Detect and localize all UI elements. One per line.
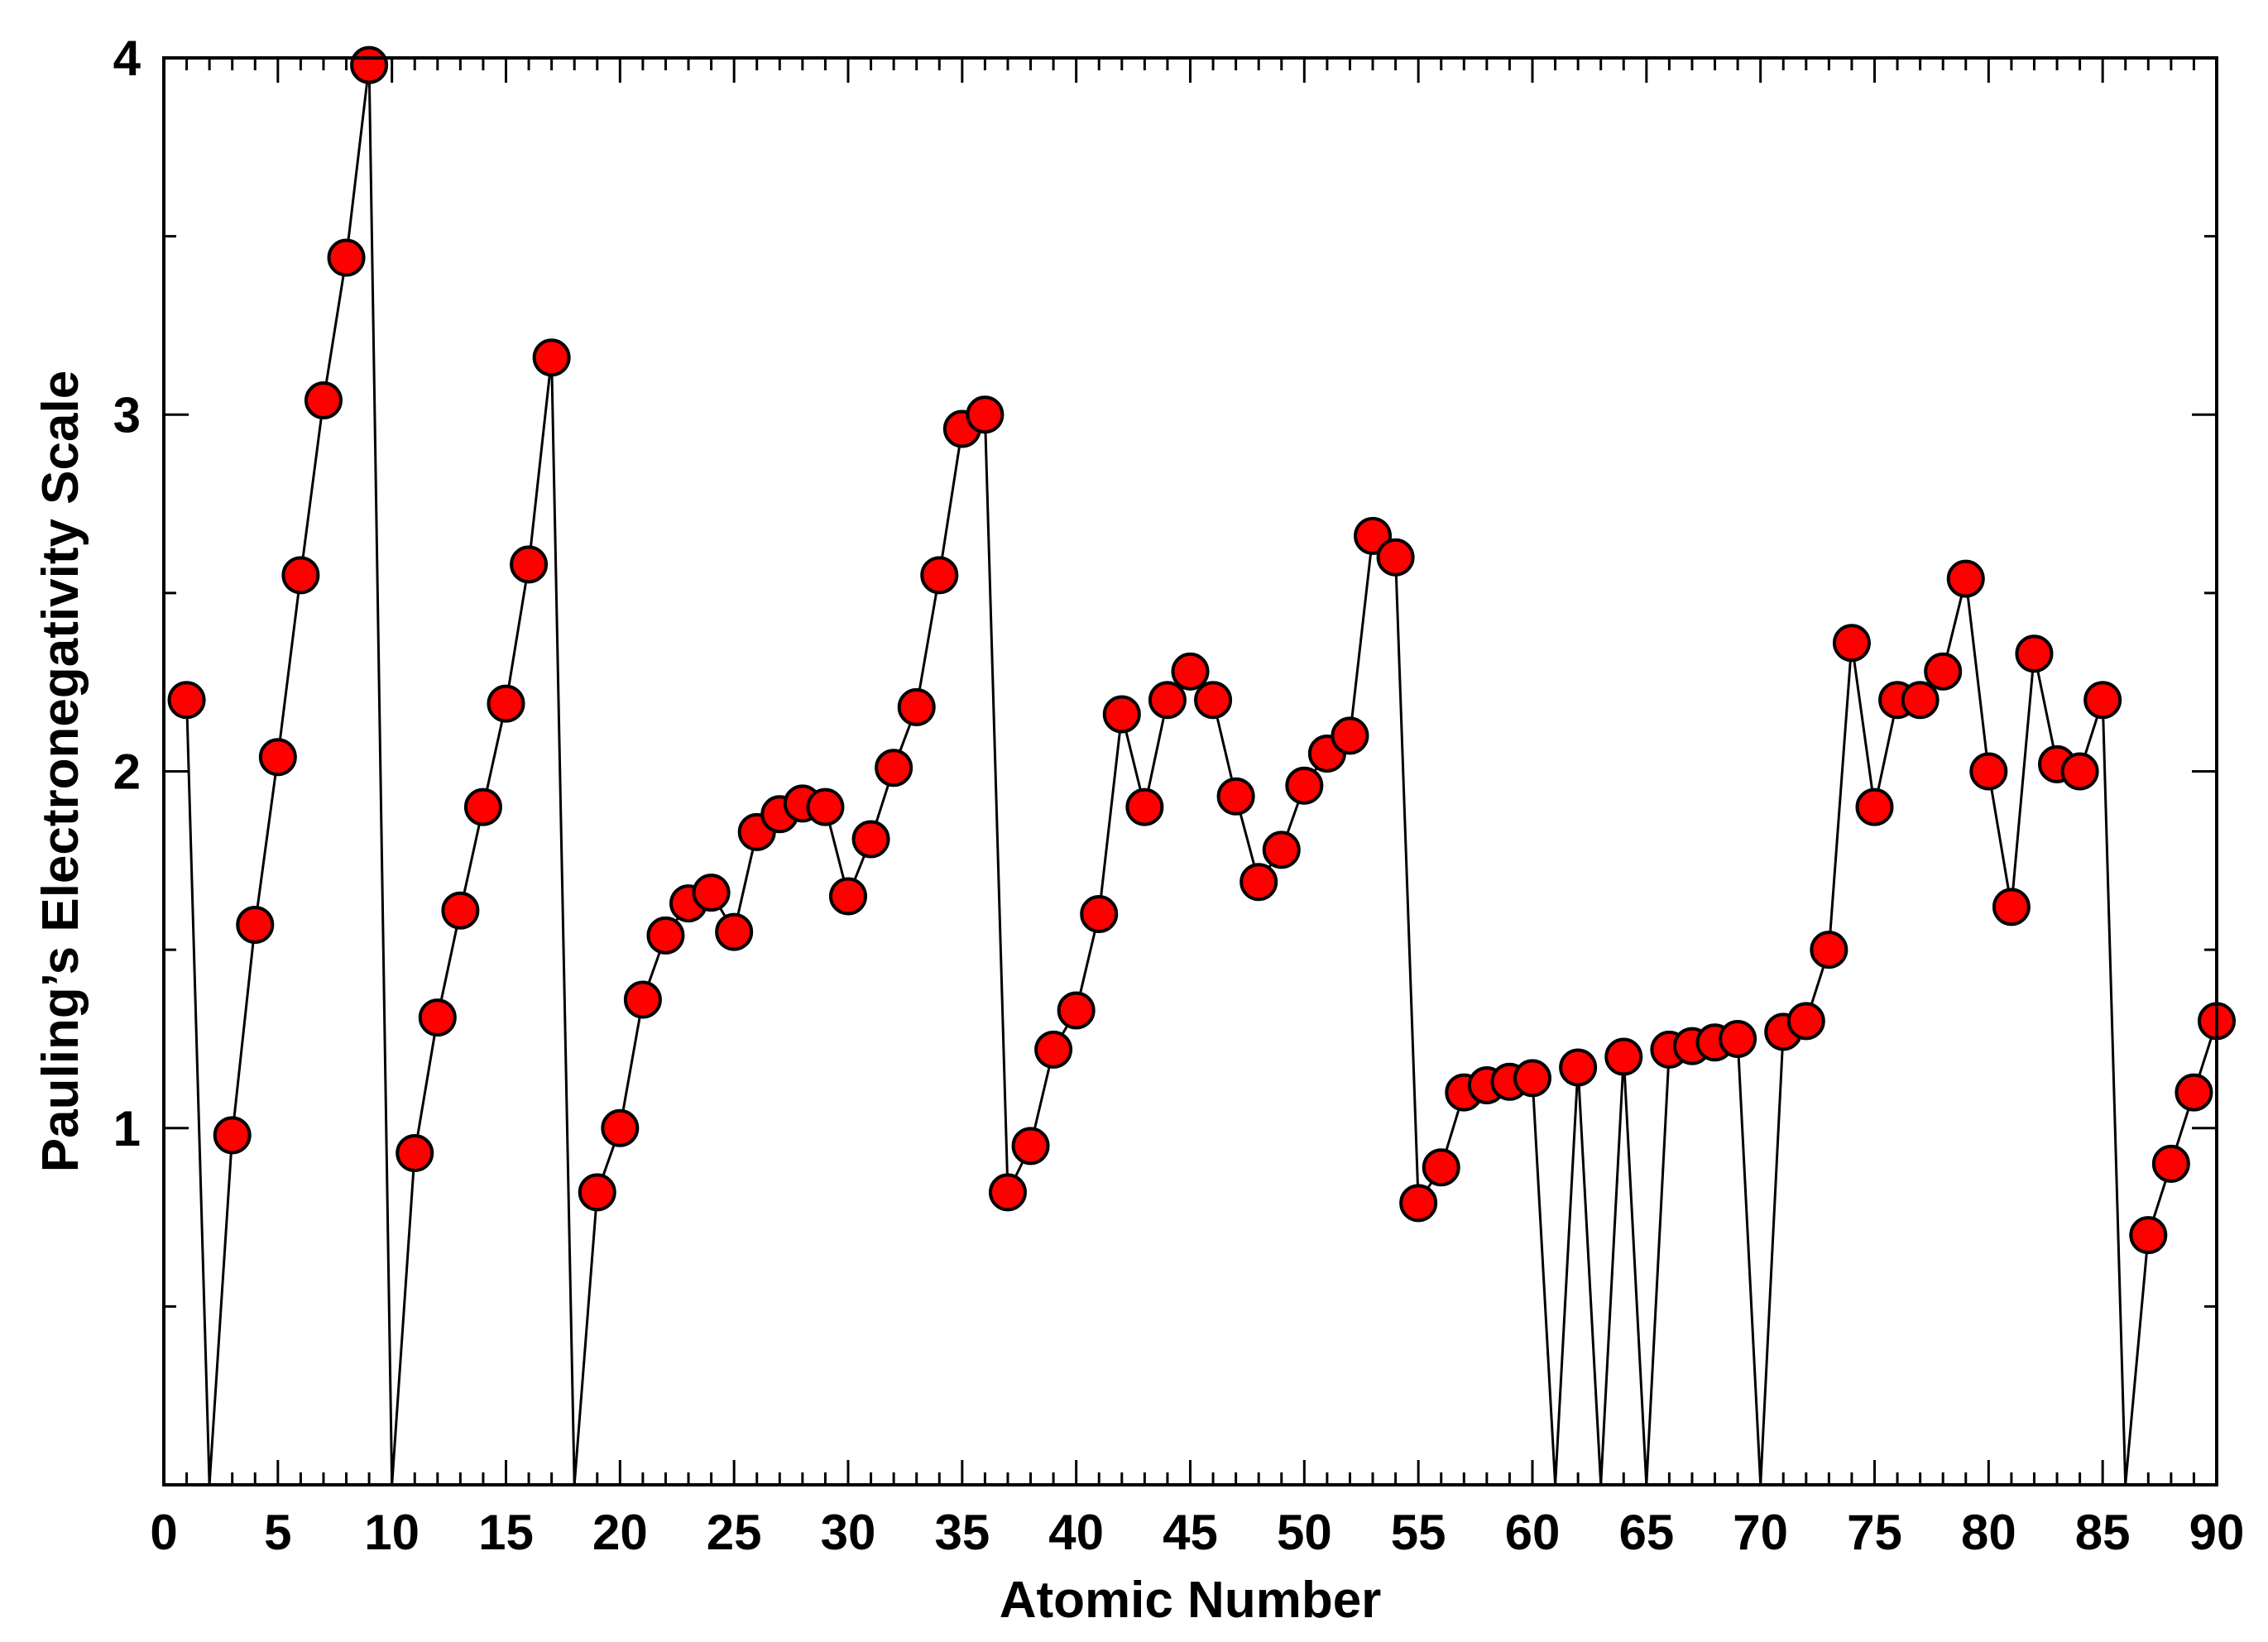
data-point (578, 1173, 616, 1212)
data-point (966, 395, 1005, 434)
data-point (1604, 1037, 1643, 1076)
data-point (2151, 1144, 2190, 1183)
data-point (1422, 1148, 1460, 1187)
data-point (646, 916, 685, 955)
data-point (2015, 634, 2054, 673)
data-point (1057, 991, 1096, 1030)
data-point (1810, 931, 1848, 969)
plot-frame (162, 56, 2218, 1486)
data-point (1285, 766, 1324, 805)
data-point (1901, 681, 1940, 720)
x-tick-label: 30 (821, 1505, 876, 1560)
x-tick-label: 20 (592, 1505, 648, 1560)
data-point (1946, 559, 1985, 598)
data-point (1855, 787, 1894, 826)
data-point (441, 891, 480, 930)
x-tick-label: 15 (478, 1505, 534, 1560)
data-point (897, 687, 936, 726)
data-point (692, 874, 731, 912)
x-tick-label: 70 (1733, 1505, 1788, 1560)
data-point (601, 1108, 640, 1147)
data-point (463, 787, 502, 826)
series-line (185, 65, 2218, 1486)
data-point (236, 905, 275, 944)
axis-ticks (162, 56, 2218, 1485)
data-point (1034, 1030, 1073, 1069)
data-point (1011, 1127, 1050, 1166)
data-point (1331, 716, 1369, 755)
data-point (281, 556, 320, 595)
data-point (1513, 1059, 1551, 1098)
data-point (213, 1116, 252, 1155)
x-tick-label: 60 (1505, 1505, 1561, 1560)
axis-tick-labels: 0 5 10 15 20 25 30 35 40 45 50 55 60 65 70 75 80 85 90 1 2 3 4 (113, 31, 2245, 1560)
data-point (258, 738, 297, 777)
data-point (715, 912, 754, 951)
x-tick-label: 65 (1618, 1505, 1674, 1560)
data-point (1786, 1002, 1825, 1041)
x-tick-label: 80 (1961, 1505, 2016, 1560)
x-tick-label: 75 (1847, 1505, 1902, 1560)
data-point (1262, 831, 1301, 869)
data-point (829, 877, 867, 916)
x-tick-label: 10 (364, 1505, 420, 1560)
x-tick-label: 50 (1277, 1505, 1332, 1560)
data-point (327, 238, 366, 277)
data-point (1171, 652, 1210, 691)
x-tick-label: 35 (934, 1505, 990, 1560)
data-point (988, 1173, 1027, 1212)
data-point (1992, 888, 2031, 926)
data-point (1148, 681, 1187, 720)
y-tick-label: 3 (113, 387, 141, 443)
data-point (2083, 681, 2122, 720)
data-point (1559, 1048, 1598, 1087)
data-point (304, 381, 343, 419)
data-point (1376, 538, 1415, 577)
y-axis-title: Pauling’s Electronegativity Scale (32, 371, 89, 1172)
y-tick-label: 2 (113, 744, 141, 800)
series-line-group (185, 65, 2218, 1486)
data-point (920, 556, 959, 595)
x-tick-label: 0 (150, 1505, 177, 1560)
data-point (1969, 752, 2008, 791)
data-point (2129, 1216, 2168, 1255)
data-point (418, 998, 457, 1037)
data-point (1399, 1184, 1438, 1223)
data-point (532, 338, 571, 377)
data-point (623, 980, 662, 1019)
data-point (1719, 1019, 1757, 1058)
data-point (1239, 863, 1278, 902)
data-point (1924, 652, 1963, 691)
x-tick-label: 5 (264, 1505, 291, 1560)
data-point (875, 749, 913, 787)
data-point (510, 545, 549, 584)
x-tick-label: 85 (2075, 1505, 2131, 1560)
data-point (806, 787, 845, 826)
data-point (487, 684, 525, 723)
x-axis-title: Atomic Number (1000, 1572, 1382, 1629)
y-tick-label: 1 (113, 1101, 141, 1156)
data-point (2174, 1073, 2213, 1112)
data-point (350, 45, 389, 84)
x-tick-label: 55 (1391, 1505, 1446, 1560)
data-point (1194, 681, 1233, 720)
x-tick-label: 25 (707, 1505, 762, 1560)
data-point (1216, 777, 1255, 816)
data-markers (167, 45, 2236, 1255)
x-tick-label: 45 (1163, 1505, 1218, 1560)
data-point (167, 681, 206, 720)
x-tick-label: 90 (2189, 1505, 2245, 1560)
data-point (2060, 752, 2099, 791)
y-tick-label: 4 (113, 31, 141, 86)
data-point (1832, 624, 1871, 663)
x-tick-label: 40 (1048, 1505, 1104, 1560)
data-point (396, 1133, 434, 1172)
data-point (1125, 787, 1164, 826)
data-point (851, 820, 890, 859)
data-point (1080, 895, 1119, 933)
data-point (1102, 695, 1141, 734)
